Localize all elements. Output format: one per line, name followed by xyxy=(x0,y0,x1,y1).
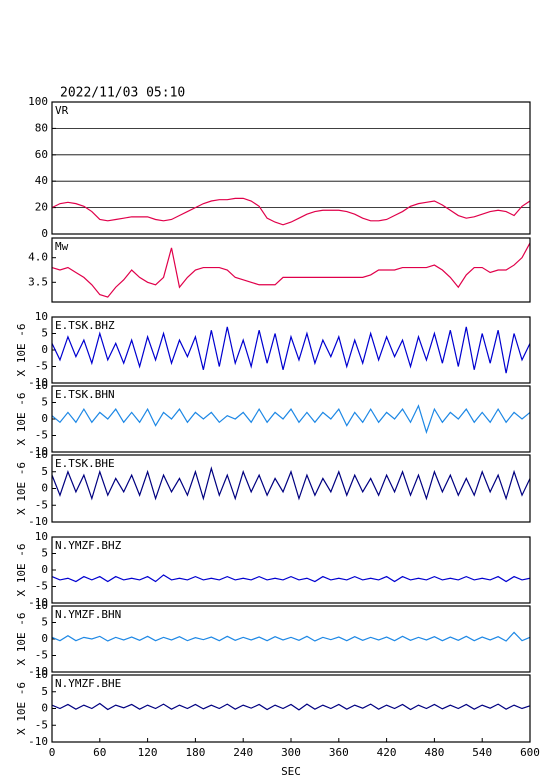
y-tick-label: 0 xyxy=(41,412,48,425)
y-tick-label: 5 xyxy=(41,465,48,478)
panel-label: Mw xyxy=(55,240,69,253)
y-tick-label: 60 xyxy=(35,148,48,161)
y-tick-label: -5 xyxy=(35,498,48,511)
panel-label: N.YMZF.BHZ xyxy=(55,539,122,552)
y-tick-label: 5 xyxy=(41,616,48,629)
series-line xyxy=(51,326,531,374)
y-tick-label: 0 xyxy=(41,227,48,240)
y-axis-label: X 10E -6 xyxy=(15,462,28,515)
y-tick-label: 0 xyxy=(41,702,48,715)
y-tick-label: 5 xyxy=(41,327,48,340)
y-axis-label: X 10E -6 xyxy=(15,324,28,377)
y-axis-label: X 10E -6 xyxy=(15,393,28,446)
y-tick-label: -10 xyxy=(28,665,48,678)
chart-title: 2022/11/03 05:10 xyxy=(60,86,185,101)
panel-label: VR xyxy=(55,104,69,117)
y-tick-label: 5 xyxy=(41,547,48,560)
x-axis-label: SEC xyxy=(281,765,301,778)
panel-label: E.TSK.BHN xyxy=(55,388,115,401)
panel-label: N.YMZF.BHN xyxy=(55,608,121,621)
y-tick-label: 20 xyxy=(35,201,48,214)
x-tick-label: 60 xyxy=(93,746,106,759)
panel-label: E.TSK.BHE xyxy=(55,457,115,470)
x-tick-label: 420 xyxy=(377,746,397,759)
y-tick-label: 0 xyxy=(41,343,48,356)
x-tick-label: 600 xyxy=(520,746,540,759)
panel-frame xyxy=(51,385,531,453)
y-axis-label: X 10E -6 xyxy=(15,613,28,666)
y-tick-label: -10 xyxy=(28,596,48,609)
y-tick-label: 5 xyxy=(41,685,48,698)
y-tick-label: -5 xyxy=(35,429,48,442)
x-tick-label: 120 xyxy=(138,746,158,759)
series-line xyxy=(51,702,531,711)
y-tick-label: -10 xyxy=(28,735,48,748)
y-tick-label: 0 xyxy=(41,563,48,576)
series-line xyxy=(51,466,531,501)
panel-frame xyxy=(51,237,531,303)
x-tick-label: 540 xyxy=(472,746,492,759)
panel-frame xyxy=(51,536,531,604)
y-tick-label: -5 xyxy=(35,360,48,373)
series-line xyxy=(51,631,531,642)
y-tick-label: 0 xyxy=(41,632,48,645)
panel-frame xyxy=(51,454,531,523)
y-axis-label: X 10E -6 xyxy=(15,544,28,597)
series-line xyxy=(51,242,531,298)
y-tick-label: 3.5 xyxy=(28,275,48,288)
y-tick-label: 0 xyxy=(41,482,48,495)
y-tick-label: 80 xyxy=(35,121,48,134)
y-tick-label: 10 xyxy=(35,668,48,681)
x-tick-label: 240 xyxy=(233,746,253,759)
y-tick-label: 10 xyxy=(35,310,48,323)
y-tick-label: -10 xyxy=(28,376,48,389)
panel-label: N.YMZF.BHE xyxy=(55,677,121,690)
x-tick-label: 0 xyxy=(49,746,56,759)
series-line xyxy=(51,404,531,435)
series-line xyxy=(51,197,531,226)
x-tick-label: 480 xyxy=(424,746,444,759)
y-tick-label: -5 xyxy=(35,718,48,731)
y-tick-label: -5 xyxy=(35,649,48,662)
series-line xyxy=(51,574,531,583)
y-axis-label: X 10E -6 xyxy=(15,682,28,735)
y-tick-label: 40 xyxy=(35,174,48,187)
x-tick-label: 180 xyxy=(185,746,205,759)
y-tick-label: -10 xyxy=(28,515,48,528)
y-tick-label: 5 xyxy=(41,396,48,409)
y-tick-label: 4.0 xyxy=(28,251,48,264)
y-tick-label: -10 xyxy=(28,445,48,458)
panel-label: E.TSK.BHZ xyxy=(55,319,115,332)
panel-frame xyxy=(51,316,531,384)
y-tick-label: 10 xyxy=(35,448,48,461)
x-tick-label: 300 xyxy=(281,746,301,759)
y-tick-label: 10 xyxy=(35,379,48,392)
panel-frame xyxy=(51,101,531,235)
y-tick-label: -5 xyxy=(35,580,48,593)
x-tick-label: 360 xyxy=(329,746,349,759)
y-tick-label: 10 xyxy=(35,530,48,543)
y-tick-label: 100 xyxy=(28,95,48,108)
panel-frame xyxy=(51,605,531,673)
y-tick-label: 10 xyxy=(35,599,48,612)
